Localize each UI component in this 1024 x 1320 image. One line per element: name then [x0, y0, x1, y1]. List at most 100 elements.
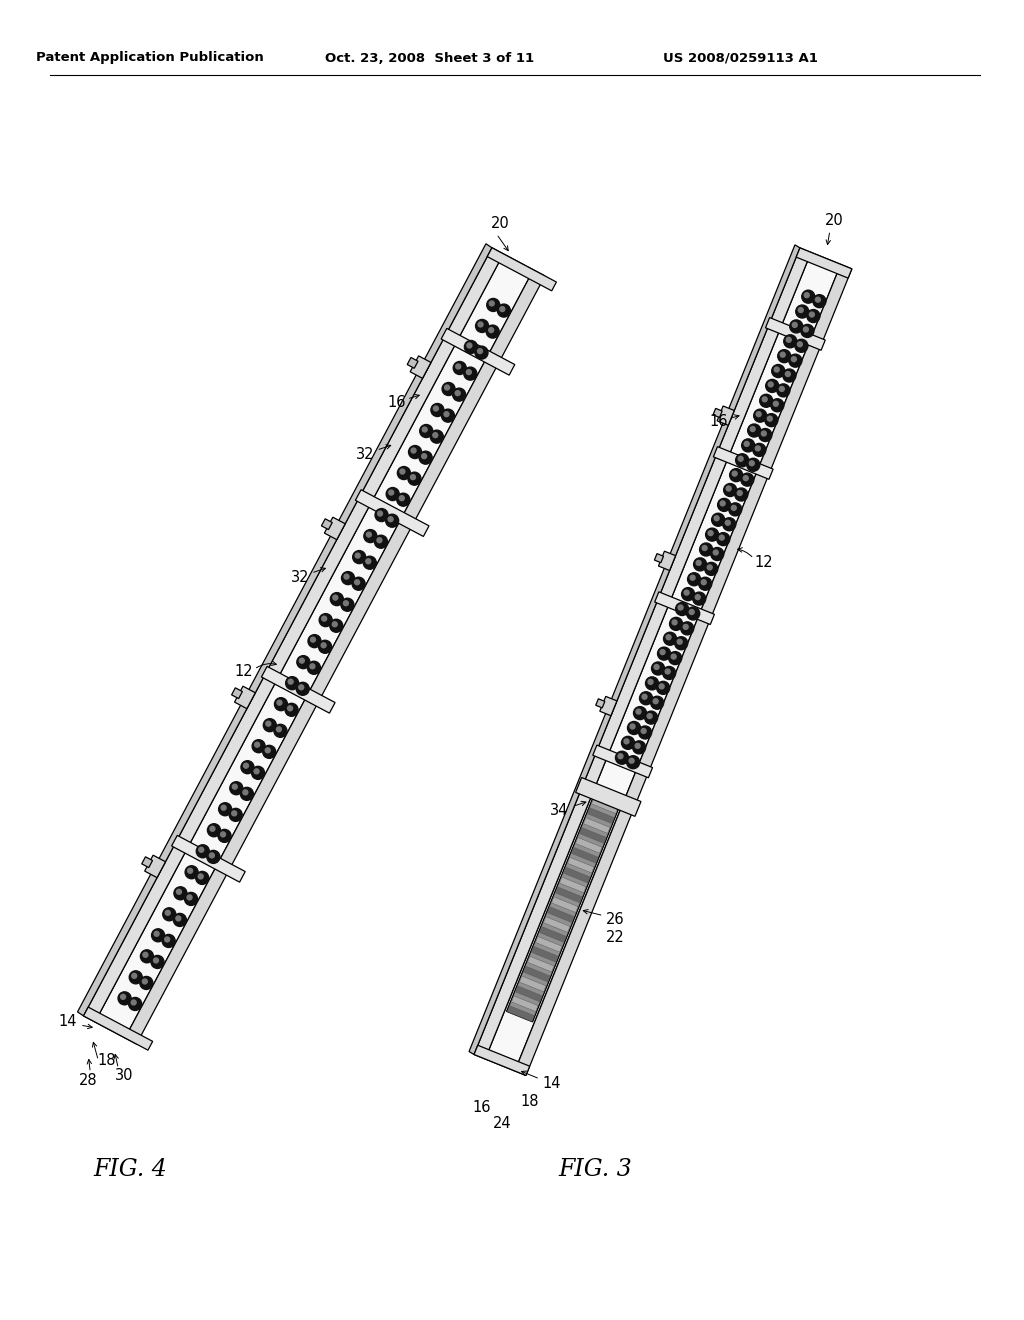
Circle shape [288, 680, 293, 684]
Polygon shape [592, 797, 618, 813]
Circle shape [433, 407, 438, 411]
Circle shape [454, 362, 466, 375]
Circle shape [748, 424, 761, 437]
Circle shape [456, 364, 461, 370]
Circle shape [678, 605, 683, 610]
Text: 16: 16 [710, 414, 728, 429]
Circle shape [241, 760, 254, 774]
Polygon shape [567, 857, 594, 873]
Polygon shape [593, 744, 652, 777]
Circle shape [813, 294, 826, 308]
Circle shape [475, 346, 488, 359]
Circle shape [331, 593, 343, 606]
Circle shape [744, 441, 750, 446]
Circle shape [815, 297, 820, 302]
Circle shape [645, 711, 657, 725]
Circle shape [467, 343, 472, 348]
Circle shape [698, 577, 712, 590]
Circle shape [475, 319, 488, 333]
Circle shape [756, 446, 760, 451]
Circle shape [671, 655, 676, 659]
Circle shape [196, 871, 209, 884]
Circle shape [386, 487, 399, 500]
Circle shape [152, 929, 165, 941]
Circle shape [299, 685, 304, 690]
Circle shape [624, 739, 629, 744]
Circle shape [187, 895, 191, 900]
Circle shape [397, 466, 411, 479]
Circle shape [719, 535, 724, 540]
Circle shape [790, 319, 803, 333]
Circle shape [386, 515, 398, 527]
Circle shape [129, 998, 141, 1011]
Circle shape [705, 562, 718, 576]
Circle shape [296, 682, 309, 696]
Circle shape [761, 432, 766, 436]
Circle shape [478, 322, 483, 327]
Polygon shape [469, 246, 800, 1055]
Circle shape [669, 652, 682, 664]
Polygon shape [322, 519, 332, 529]
Circle shape [636, 709, 641, 714]
Circle shape [232, 784, 238, 789]
Polygon shape [507, 793, 621, 1022]
Polygon shape [515, 986, 542, 1002]
Circle shape [286, 677, 299, 689]
Circle shape [634, 706, 646, 719]
Circle shape [163, 908, 176, 921]
Circle shape [801, 325, 814, 338]
Text: 16: 16 [388, 395, 407, 409]
Circle shape [441, 409, 455, 422]
Circle shape [254, 768, 259, 774]
Circle shape [681, 622, 693, 635]
Circle shape [422, 428, 427, 432]
Text: FIG. 3: FIG. 3 [558, 1159, 632, 1181]
Circle shape [322, 643, 326, 648]
Circle shape [795, 339, 808, 352]
Circle shape [453, 388, 466, 401]
Polygon shape [584, 817, 610, 833]
Circle shape [771, 399, 783, 412]
Circle shape [210, 826, 215, 832]
Circle shape [725, 520, 730, 525]
Circle shape [788, 354, 802, 367]
Circle shape [231, 810, 237, 816]
Text: 22: 22 [606, 931, 625, 945]
Polygon shape [544, 916, 570, 932]
Circle shape [208, 824, 220, 837]
Circle shape [131, 1001, 136, 1005]
Polygon shape [580, 828, 606, 843]
Circle shape [420, 425, 433, 437]
Polygon shape [540, 927, 566, 942]
Circle shape [768, 381, 773, 387]
Circle shape [708, 565, 713, 570]
Circle shape [140, 950, 154, 962]
Circle shape [375, 508, 388, 521]
Circle shape [352, 550, 366, 564]
Polygon shape [144, 855, 166, 878]
Circle shape [682, 587, 694, 601]
Polygon shape [172, 836, 245, 882]
Text: Oct. 23, 2008  Sheet 3 of 11: Oct. 23, 2008 Sheet 3 of 11 [326, 51, 535, 65]
Circle shape [622, 737, 635, 750]
Circle shape [672, 620, 677, 624]
Polygon shape [408, 358, 418, 368]
Circle shape [779, 387, 784, 391]
Circle shape [735, 488, 748, 502]
Circle shape [765, 413, 778, 426]
Polygon shape [536, 936, 562, 952]
Circle shape [498, 304, 510, 317]
Circle shape [645, 677, 658, 690]
Circle shape [684, 590, 689, 595]
Polygon shape [141, 857, 153, 867]
Circle shape [699, 543, 713, 556]
Circle shape [243, 789, 248, 795]
Circle shape [342, 572, 354, 585]
Polygon shape [441, 329, 515, 375]
Circle shape [400, 469, 404, 474]
Circle shape [689, 610, 694, 615]
Polygon shape [527, 956, 554, 972]
Circle shape [751, 426, 755, 432]
Polygon shape [571, 847, 598, 863]
Circle shape [354, 579, 359, 585]
